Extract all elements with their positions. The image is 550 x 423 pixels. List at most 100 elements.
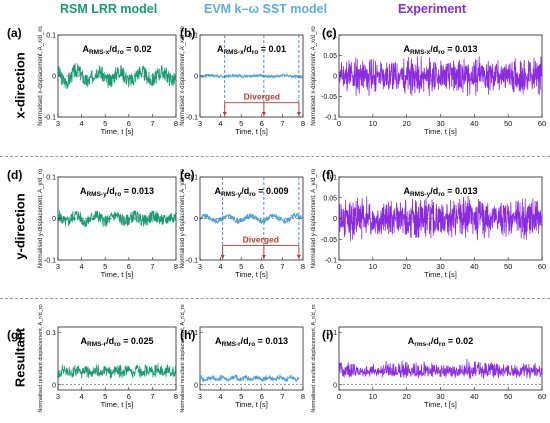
header-experiment: Experiment bbox=[398, 2, 467, 16]
x-tick-label: 4 bbox=[80, 262, 84, 271]
y-tick-label: -0.1 bbox=[44, 115, 56, 122]
panel-label: (d) bbox=[7, 168, 22, 182]
rms-annotation: ARMS-x/dro = 0.02 bbox=[82, 44, 151, 56]
y-tick-label: 0 bbox=[52, 382, 56, 389]
x-tick-label: 7 bbox=[280, 262, 284, 271]
y-tick-label: 0.1 bbox=[46, 33, 56, 40]
x-tick-label: 8 bbox=[301, 262, 305, 271]
y-tick-label: 0 bbox=[52, 216, 56, 223]
panel-e: 3 4 5 6 7 8 -0.1 0 0.1 Time, t [s] Normalised y-di… bbox=[180, 168, 305, 279]
x-tick-label: 0 bbox=[337, 262, 341, 271]
y-tick-label: 0.05 bbox=[323, 195, 337, 202]
x-tick-label: 8 bbox=[174, 392, 178, 401]
x-tick-label: 4 bbox=[80, 392, 84, 401]
x-tick-label: 3 bbox=[56, 392, 60, 401]
series-line bbox=[200, 374, 300, 383]
x-tick-label: 4 bbox=[219, 119, 223, 128]
y-tick-label: 0.1 bbox=[188, 330, 198, 337]
rms-annotation: ARMS-r/dro = 0.013 bbox=[215, 336, 288, 348]
y-tick-label: 0 bbox=[333, 382, 337, 389]
x-tick-label: 50 bbox=[504, 119, 512, 128]
plot-frame bbox=[338, 326, 543, 391]
x-axis-label: Time, t [s] bbox=[424, 270, 457, 279]
x-tick-label: 0 bbox=[337, 392, 341, 401]
y-tick-label: -0.1 bbox=[44, 258, 56, 265]
y-tick-label: 0.1 bbox=[188, 33, 198, 40]
panel-h: 3 4 5 6 7 8 0 0.1 Time, t [s] Normalised resultan… bbox=[180, 304, 305, 412]
x-tick-label: 60 bbox=[538, 392, 546, 401]
panel-b: 3 4 5 6 7 8 -0.1 0 0.1 Time, t [s] Normalised x-di… bbox=[180, 26, 305, 136]
x-tick-label: 7 bbox=[280, 119, 284, 128]
panel-label: (f) bbox=[322, 168, 334, 182]
x-tick-label: 40 bbox=[470, 262, 478, 271]
plot-frame bbox=[57, 326, 177, 391]
panel-g: 3 4 5 6 7 8 0 0.1 Time, t [s] Normalised resultan… bbox=[7, 304, 178, 412]
x-axis-label: Time, t [s] bbox=[101, 127, 134, 136]
x-axis-label: Time, t [s] bbox=[101, 400, 134, 409]
diverged-label: Diverged bbox=[244, 92, 280, 102]
x-tick-label: 10 bbox=[369, 119, 377, 128]
x-axis-label: Time, t [s] bbox=[235, 127, 268, 136]
x-axis-label: Time, t [s] bbox=[424, 127, 457, 136]
x-tick-label: 4 bbox=[219, 262, 223, 271]
series-line bbox=[339, 56, 542, 97]
x-tick-label: 30 bbox=[436, 119, 444, 128]
y-tick-label: 0 bbox=[333, 216, 337, 223]
series-line bbox=[200, 212, 303, 225]
series-line bbox=[200, 72, 303, 80]
x-tick-label: 3 bbox=[198, 392, 202, 401]
y-tick-label: -0.1 bbox=[325, 258, 337, 265]
rms-annotation: Arms-r/dro = 0.02 bbox=[408, 336, 473, 348]
x-tick-label: 30 bbox=[436, 392, 444, 401]
x-tick-label: 7 bbox=[280, 392, 284, 401]
y-tick-label: 0.1 bbox=[327, 33, 337, 40]
diverged-arrowhead bbox=[261, 112, 266, 116]
x-tick-label: 50 bbox=[504, 262, 512, 271]
rms-annotation: ARMS-y/dro = 0.009 bbox=[214, 186, 288, 198]
y-tick-label: 0 bbox=[52, 74, 56, 81]
y-tick-label: -0.05 bbox=[321, 237, 337, 244]
y-axis-label: Normalised x-displacement, A_x/d_ro bbox=[180, 26, 186, 126]
x-tick-label: 4 bbox=[80, 119, 84, 128]
rms-annotation: ARMS-y/dro = 0.013 bbox=[80, 186, 154, 198]
panel-label: (e) bbox=[180, 168, 195, 182]
y-tick-label: 0.1 bbox=[46, 175, 56, 182]
x-tick-label: 20 bbox=[402, 392, 410, 401]
y-axis-label: Normalised y-displacement, A_y/d_ro bbox=[180, 168, 186, 268]
panel-a: 3 4 5 6 7 8 -0.1 0 0.1 Time, t [s] Normalised x-di… bbox=[7, 26, 178, 136]
x-tick-label: 6 bbox=[127, 262, 131, 271]
x-tick-label: 10 bbox=[369, 262, 377, 271]
panel-c: 0 10 20 30 40 50 60 -0.1 -0.05 0 0.05 0.1 Time, t [s… bbox=[311, 26, 546, 136]
y-tick-label: -0.05 bbox=[321, 94, 337, 101]
x-tick-label: 40 bbox=[470, 119, 478, 128]
row-separator-2 bbox=[0, 298, 550, 299]
diverged-arrowhead bbox=[296, 112, 301, 116]
x-tick-label: 5 bbox=[239, 392, 243, 401]
x-tick-label: 3 bbox=[198, 119, 202, 128]
series-line bbox=[339, 358, 542, 380]
y-tick-label: -0.1 bbox=[186, 115, 198, 122]
panel-i: 0 10 20 30 40 50 60 0 0.1 Time, t [s] Normalised r… bbox=[311, 304, 546, 412]
x-tick-label: 5 bbox=[103, 392, 107, 401]
panel-f: 0 10 20 30 40 50 60 -0.1 -0.05 0 0.05 0.1 Time, t [s… bbox=[311, 168, 546, 279]
x-tick-label: 8 bbox=[301, 392, 305, 401]
x-axis-label: Time, t [s] bbox=[101, 270, 134, 279]
panel-d: 3 4 5 6 7 8 -0.1 0 0.1 Time, t [s] Normalised y-di… bbox=[7, 168, 178, 279]
y-tick-label: 0 bbox=[194, 216, 198, 223]
x-tick-label: 7 bbox=[150, 392, 154, 401]
panel-label: (c) bbox=[322, 26, 337, 40]
row-separator-1 bbox=[0, 156, 550, 157]
panel-label: (a) bbox=[7, 26, 22, 40]
x-axis-label: Time, t [s] bbox=[235, 270, 268, 279]
y-tick-label: 0 bbox=[333, 74, 337, 81]
x-tick-label: 5 bbox=[103, 119, 107, 128]
x-tick-label: 30 bbox=[436, 262, 444, 271]
x-tick-label: 10 bbox=[369, 392, 377, 401]
y-tick-label: 0.1 bbox=[188, 175, 198, 182]
rms-annotation: ARMS-x/dro = 0.013 bbox=[403, 44, 477, 56]
series-line bbox=[58, 363, 176, 379]
series-line bbox=[339, 195, 542, 242]
rms-annotation: ARMS-y/dro = 0.013 bbox=[403, 186, 477, 198]
y-tick-label: 0.1 bbox=[46, 330, 56, 337]
